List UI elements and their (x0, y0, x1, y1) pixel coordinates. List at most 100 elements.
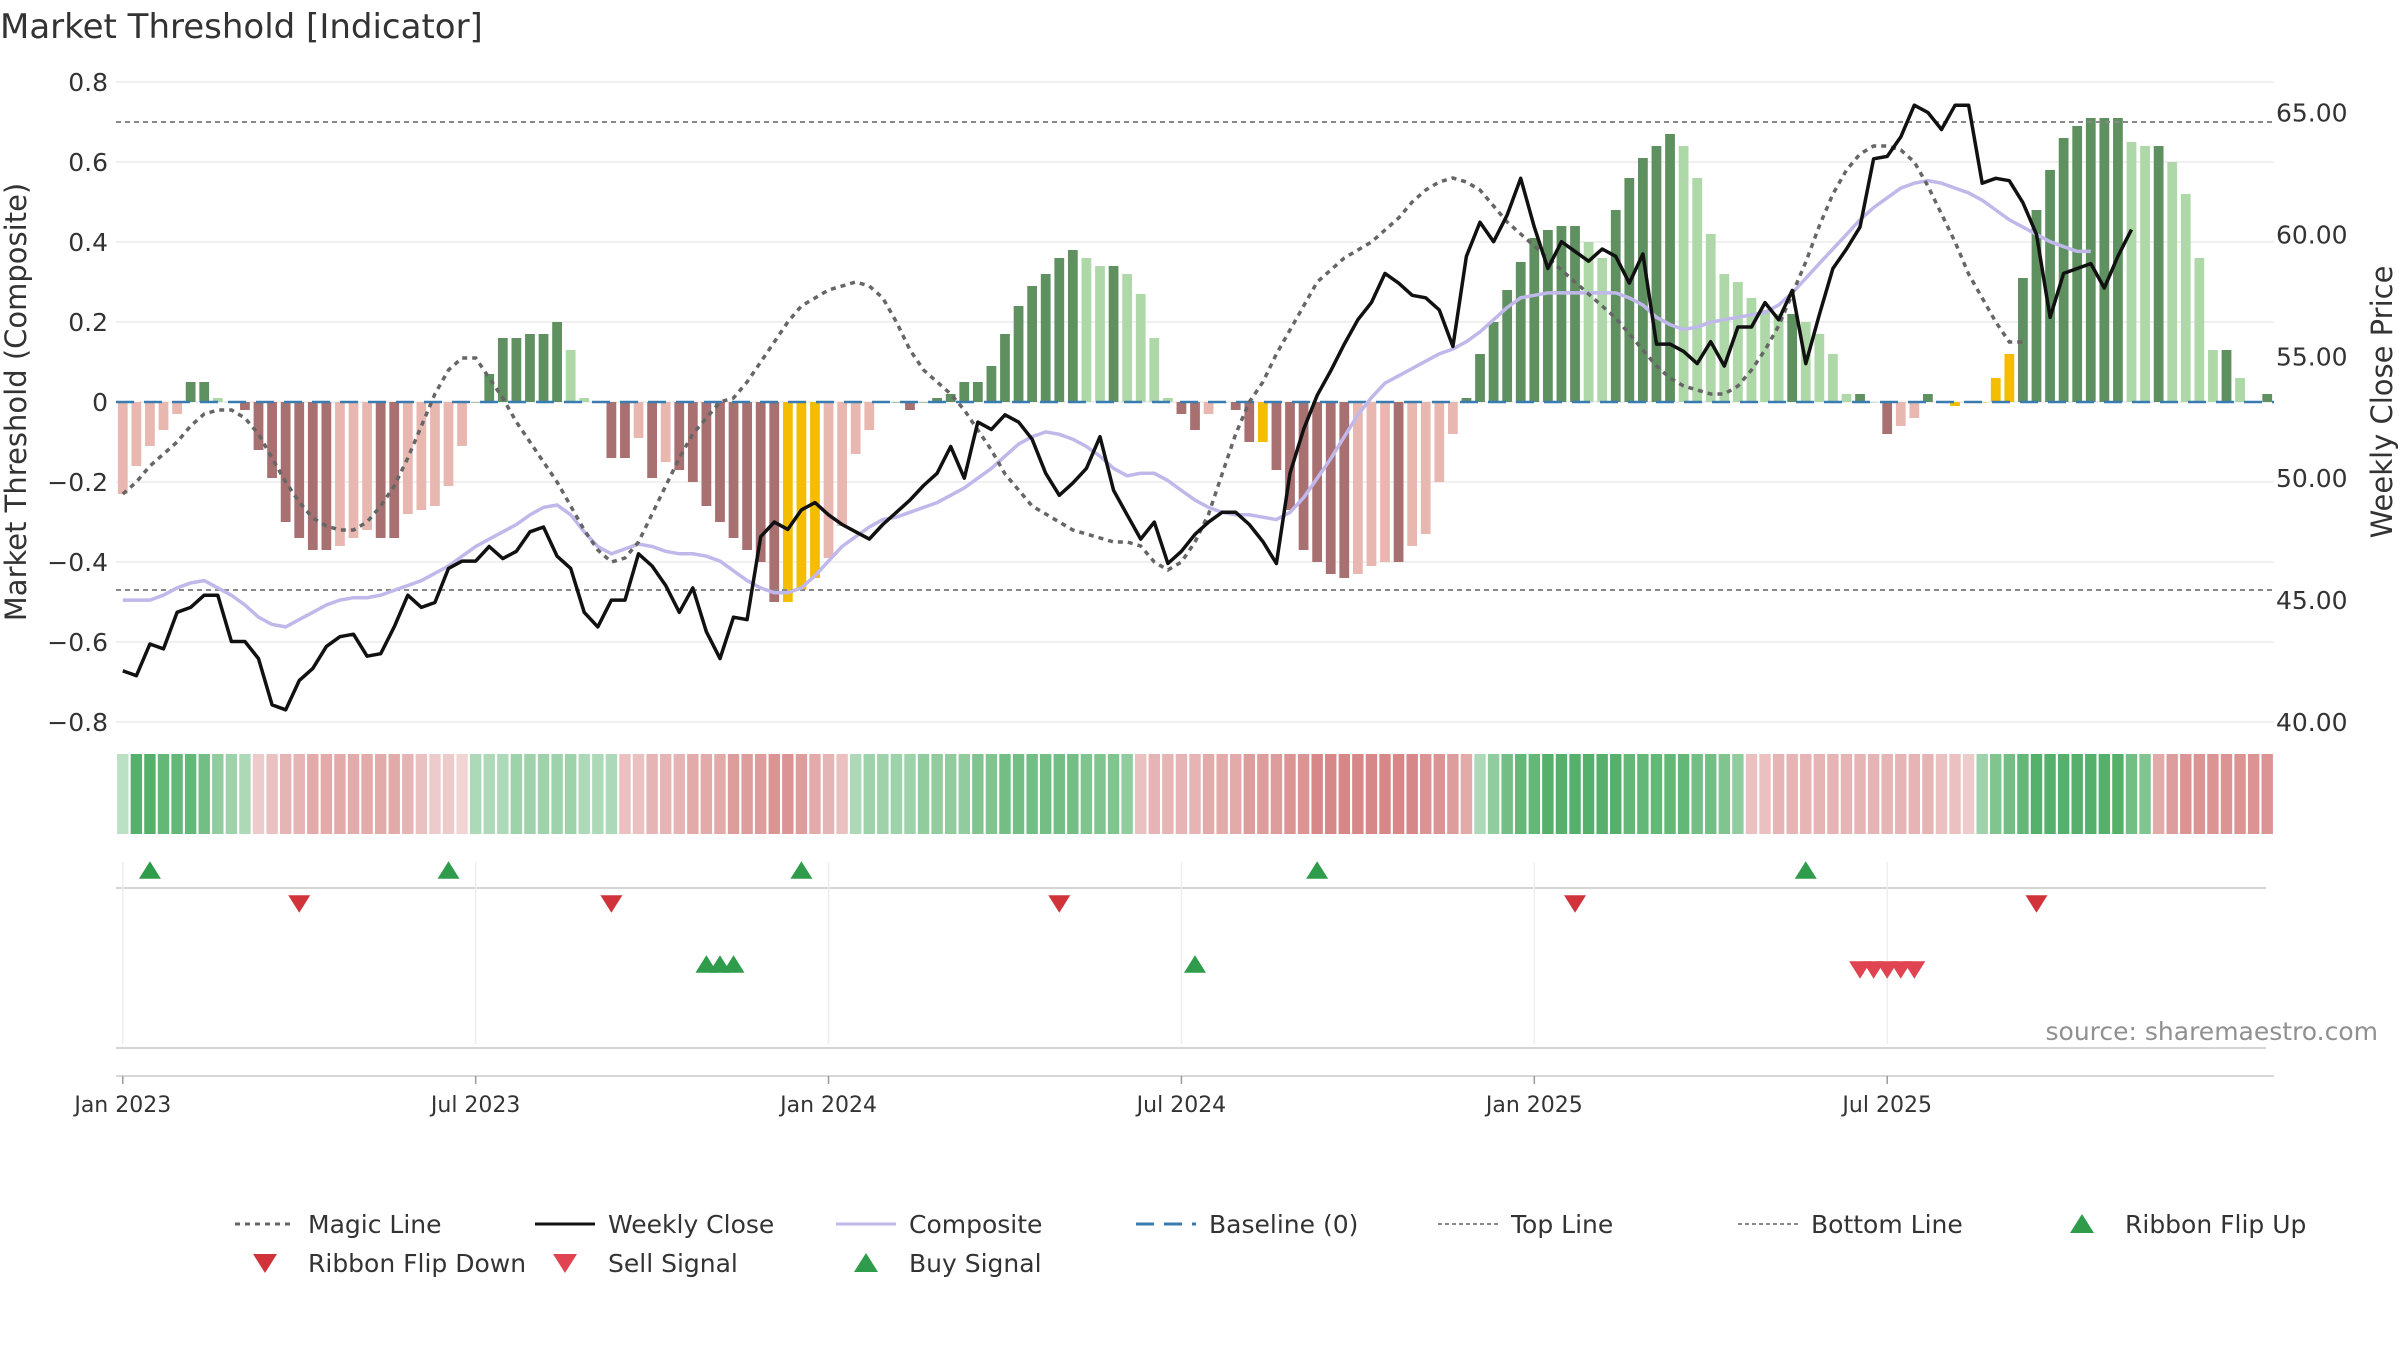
composite-bar (810, 402, 820, 578)
composite-bar (1352, 402, 1363, 574)
ribbon-cell (1501, 754, 1513, 834)
ribbon-cell (890, 754, 903, 834)
ribbon-cell (999, 754, 1011, 834)
ribbon-cell (1528, 754, 1541, 834)
ribbon-cell (2030, 754, 2043, 834)
composite-bar (1434, 402, 1445, 482)
ribbon-cell (782, 754, 794, 834)
composite-bar (2126, 142, 2137, 402)
composite-bar (932, 398, 943, 402)
ribbon-cell (225, 754, 238, 834)
composite-bar (1515, 262, 1526, 402)
composite-bar (891, 402, 902, 403)
ribbon-cell (1922, 754, 1934, 834)
ribbon-cell (1392, 754, 1405, 834)
composite-bar (1475, 354, 1485, 402)
ribbon-cell (483, 754, 495, 834)
composite-bar (199, 382, 210, 402)
y-left-tick-label: 0.2 (68, 308, 108, 337)
composite-bar (2153, 146, 2164, 402)
composite-bar (2262, 394, 2273, 402)
ribbon-cell (2112, 754, 2124, 834)
ribbon-cell (1895, 754, 1907, 834)
x-tick-label: Jul 2024 (1135, 1093, 1227, 1118)
ribbon-cell (958, 754, 970, 834)
ribbon-cell (1569, 754, 1581, 834)
ribbon-flip-down-marker (288, 895, 311, 913)
legend-marker (854, 1253, 878, 1272)
ribbon-cell (1840, 754, 1853, 834)
composite-bar (1149, 338, 1160, 402)
x-tick-label: Jan 2023 (72, 1093, 171, 1118)
ribbon-cell (1718, 754, 1731, 834)
composite-bar (1040, 274, 1051, 402)
composite-bar (1257, 402, 1268, 442)
y-left-tick-label: −0.2 (47, 468, 108, 497)
sell-signal-marker (1903, 961, 1926, 979)
composite-bar (1108, 266, 1119, 402)
composite-bar (769, 402, 780, 602)
ribbon-cell (1555, 754, 1568, 834)
ribbon-cell (931, 754, 943, 834)
composite-bar (755, 402, 766, 562)
composite-bar (1760, 310, 1770, 402)
ribbon-cell (1040, 754, 1052, 834)
ribbon-cell (1325, 754, 1337, 834)
ribbon-cell (374, 754, 387, 834)
x-tick-label: Jan 2024 (778, 1093, 877, 1118)
ribbon-flip-down-marker (600, 895, 623, 913)
ribbon-cell (659, 754, 672, 834)
composite-bar (972, 382, 983, 402)
composite-bar (1312, 402, 1323, 562)
ribbon-cell (456, 754, 468, 834)
y-right-tick-label: 45.00 (2276, 586, 2348, 615)
composite-bar (837, 402, 848, 526)
ribbon-cell (578, 754, 590, 834)
composite-bar (172, 402, 182, 414)
composite-bar (2140, 146, 2150, 402)
composite-bar (701, 402, 712, 506)
composite-bar (185, 382, 196, 402)
chart-title: Market Threshold [Indicator] (0, 7, 483, 47)
composite-bar (1542, 230, 1553, 402)
composite-bar (484, 374, 495, 402)
ribbon-flip-up-marker (437, 861, 460, 879)
ribbon-cell (1257, 754, 1269, 834)
composite-bar (538, 334, 549, 402)
ribbon-flip-up-marker (790, 861, 813, 879)
composite-bar (1855, 394, 1865, 402)
ribbon-cell (1460, 754, 1473, 834)
ribbon-cell (1854, 754, 1866, 834)
composite-bar (1977, 402, 1988, 403)
ribbon-cell (198, 754, 210, 834)
ribbon-cell (415, 754, 428, 834)
composite-bar (1298, 402, 1309, 550)
x-tick-label: Jul 2025 (1840, 1093, 1932, 1118)
composite-bar (1529, 238, 1540, 402)
composite-bar (1923, 394, 1933, 402)
ribbon-cell (402, 754, 414, 834)
composite-bar (1583, 242, 1594, 402)
ribbon-cell (1447, 754, 1459, 834)
composite-bar (1380, 402, 1390, 562)
ribbon-cell (1406, 754, 1418, 834)
composite-bar (823, 402, 834, 558)
ribbon-cell (1813, 754, 1826, 834)
ribbon-cell (1053, 754, 1065, 834)
ribbon-strip (117, 754, 2273, 834)
legend-label: Magic Line (308, 1210, 442, 1239)
magic-line (121, 144, 2023, 573)
ribbon-flip-up-marker (1794, 861, 1817, 879)
ribbon-cell (1067, 754, 1079, 834)
ribbon-cell (822, 754, 835, 834)
x-tick-label: Jan 2025 (1484, 1093, 1583, 1118)
composite-bar (1624, 178, 1635, 402)
ribbon-cell (171, 754, 183, 834)
ribbon-cell (1623, 754, 1636, 834)
ribbon-cell (307, 754, 319, 834)
ribbon-cell (442, 754, 455, 834)
composite-bar (267, 402, 277, 478)
ribbon-cell (1230, 754, 1242, 834)
ribbon-cell (1949, 754, 1961, 834)
